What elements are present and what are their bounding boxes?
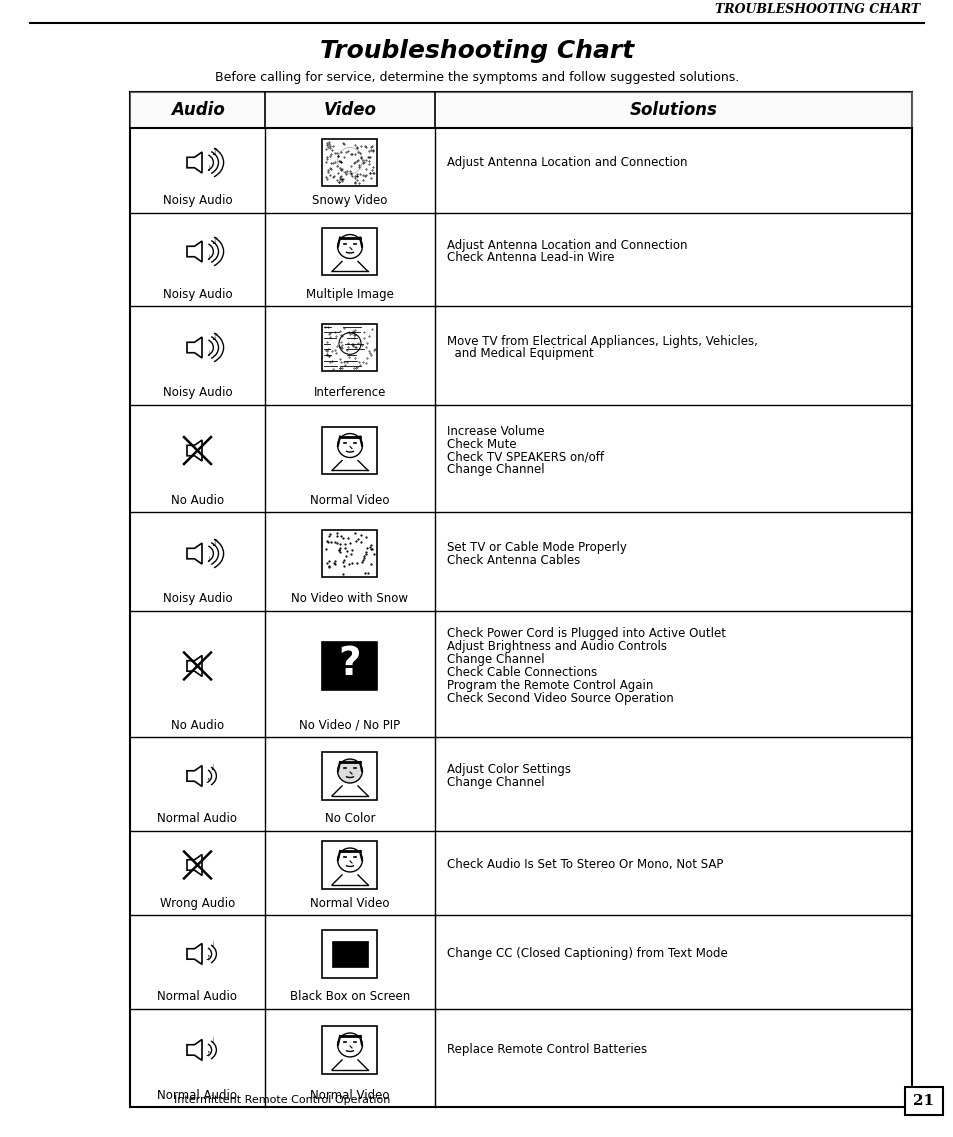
Text: Adjust Antenna Location and Connection: Adjust Antenna Location and Connection bbox=[447, 239, 687, 251]
Text: Replace Remote Control Batteries: Replace Remote Control Batteries bbox=[447, 1044, 646, 1056]
Ellipse shape bbox=[337, 848, 362, 872]
Bar bbox=[322, 324, 377, 372]
Ellipse shape bbox=[337, 433, 362, 457]
Bar bbox=[904, 1087, 942, 1115]
Text: Normal Video: Normal Video bbox=[310, 897, 390, 910]
Text: ♪: ♪ bbox=[211, 147, 217, 157]
Text: Adjust Color Settings: Adjust Color Settings bbox=[447, 763, 571, 777]
Text: ♩: ♩ bbox=[206, 555, 210, 564]
Bar bbox=[322, 530, 377, 578]
Text: Program the Remote Control Again: Program the Remote Control Again bbox=[447, 679, 653, 692]
Text: Change Channel: Change Channel bbox=[447, 653, 544, 666]
Text: Normal Audio: Normal Audio bbox=[157, 990, 237, 1003]
Bar bbox=[322, 841, 377, 889]
Text: Audio: Audio bbox=[171, 101, 224, 119]
Text: ♩: ♩ bbox=[211, 763, 214, 772]
Text: ♪: ♪ bbox=[211, 332, 217, 342]
Text: Adjust Brightness and Audio Controls: Adjust Brightness and Audio Controls bbox=[447, 640, 666, 653]
Text: Black Box on Screen: Black Box on Screen bbox=[290, 990, 410, 1003]
Text: No Video / No PIP: No Video / No PIP bbox=[299, 719, 400, 732]
Text: ♪: ♪ bbox=[211, 538, 217, 548]
Text: Normal Video: Normal Video bbox=[310, 1088, 390, 1102]
Text: Check Antenna Lead-in Wire: Check Antenna Lead-in Wire bbox=[447, 251, 614, 265]
Bar bbox=[322, 227, 377, 275]
Text: No Video with Snow: No Video with Snow bbox=[292, 592, 408, 605]
Text: ♩: ♩ bbox=[206, 349, 210, 358]
Ellipse shape bbox=[337, 234, 362, 258]
Text: Multiple Image: Multiple Image bbox=[306, 288, 394, 301]
Text: Noisy Audio: Noisy Audio bbox=[163, 592, 233, 605]
Ellipse shape bbox=[337, 760, 362, 783]
Bar bbox=[322, 930, 377, 978]
Bar bbox=[322, 642, 377, 690]
Text: Noisy Audio: Noisy Audio bbox=[163, 288, 233, 301]
Text: Check Second Video Source Operation: Check Second Video Source Operation bbox=[447, 691, 673, 705]
Text: and Medical Equipment: and Medical Equipment bbox=[447, 348, 593, 360]
Text: Normal Audio: Normal Audio bbox=[157, 812, 237, 825]
Text: ♩: ♩ bbox=[211, 940, 214, 949]
Bar bbox=[322, 139, 377, 186]
Text: Check TV SPEAKERS on/off: Check TV SPEAKERS on/off bbox=[447, 450, 603, 464]
Bar bbox=[322, 752, 377, 800]
Text: ♩: ♩ bbox=[211, 1037, 214, 1046]
Text: Increase Volume: Increase Volume bbox=[447, 424, 544, 438]
Text: Video: Video bbox=[323, 101, 376, 119]
Text: ♩: ♩ bbox=[206, 252, 210, 262]
Text: ♩: ♩ bbox=[206, 164, 210, 173]
Text: Snowy Video: Snowy Video bbox=[312, 194, 387, 207]
Text: ♪: ♪ bbox=[206, 1052, 210, 1057]
Ellipse shape bbox=[337, 1034, 362, 1057]
Text: Interference: Interference bbox=[314, 387, 386, 399]
Text: Wrong Audio: Wrong Audio bbox=[160, 897, 234, 910]
Text: TROUBLESHOOTING CHART: TROUBLESHOOTING CHART bbox=[714, 2, 919, 16]
Text: Check Mute: Check Mute bbox=[447, 438, 517, 450]
Bar bbox=[130, 92, 911, 1107]
Text: Move TV from Electrical Appliances, Lights, Vehicles,: Move TV from Electrical Appliances, Ligh… bbox=[447, 334, 757, 348]
Text: Set TV or Cable Mode Properly: Set TV or Cable Mode Properly bbox=[447, 540, 626, 554]
Bar bbox=[332, 940, 368, 968]
Text: No Color: No Color bbox=[324, 812, 375, 825]
Text: No Audio: No Audio bbox=[171, 719, 224, 732]
Text: Check Cable Connections: Check Cable Connections bbox=[447, 666, 597, 679]
Text: Normal Audio: Normal Audio bbox=[157, 1088, 237, 1102]
Text: ?: ? bbox=[338, 645, 361, 683]
Text: Before calling for service, determine the symptoms and follow suggested solution: Before calling for service, determine th… bbox=[214, 70, 739, 84]
Text: Change CC (Closed Captioning) from Text Mode: Change CC (Closed Captioning) from Text … bbox=[447, 947, 727, 961]
Bar bbox=[322, 1026, 377, 1073]
Text: Troubleshooting Chart: Troubleshooting Chart bbox=[319, 39, 634, 63]
Text: Adjust Antenna Location and Connection: Adjust Antenna Location and Connection bbox=[447, 156, 687, 169]
Text: ♪: ♪ bbox=[206, 955, 210, 962]
Text: Check Power Cord is Plugged into Active Outlet: Check Power Cord is Plugged into Active … bbox=[447, 626, 725, 640]
Text: Change Channel: Change Channel bbox=[447, 464, 544, 476]
Text: Normal Video: Normal Video bbox=[310, 493, 390, 507]
Text: No Audio: No Audio bbox=[171, 493, 224, 507]
Text: Check Audio Is Set To Stereo Or Mono, Not SAP: Check Audio Is Set To Stereo Or Mono, No… bbox=[447, 858, 722, 871]
Text: ♪: ♪ bbox=[211, 236, 217, 246]
Text: ♪: ♪ bbox=[206, 778, 210, 783]
Text: Solutions: Solutions bbox=[629, 101, 717, 119]
Text: Change Channel: Change Channel bbox=[447, 775, 544, 789]
Text: Check Antenna Cables: Check Antenna Cables bbox=[447, 554, 579, 566]
Text: 21: 21 bbox=[912, 1094, 934, 1109]
Text: Intermittent Remote Control Operation: Intermittent Remote Control Operation bbox=[174, 1095, 391, 1105]
Text: Noisy Audio: Noisy Audio bbox=[163, 387, 233, 399]
Text: Noisy Audio: Noisy Audio bbox=[163, 194, 233, 207]
Bar bbox=[322, 426, 377, 474]
